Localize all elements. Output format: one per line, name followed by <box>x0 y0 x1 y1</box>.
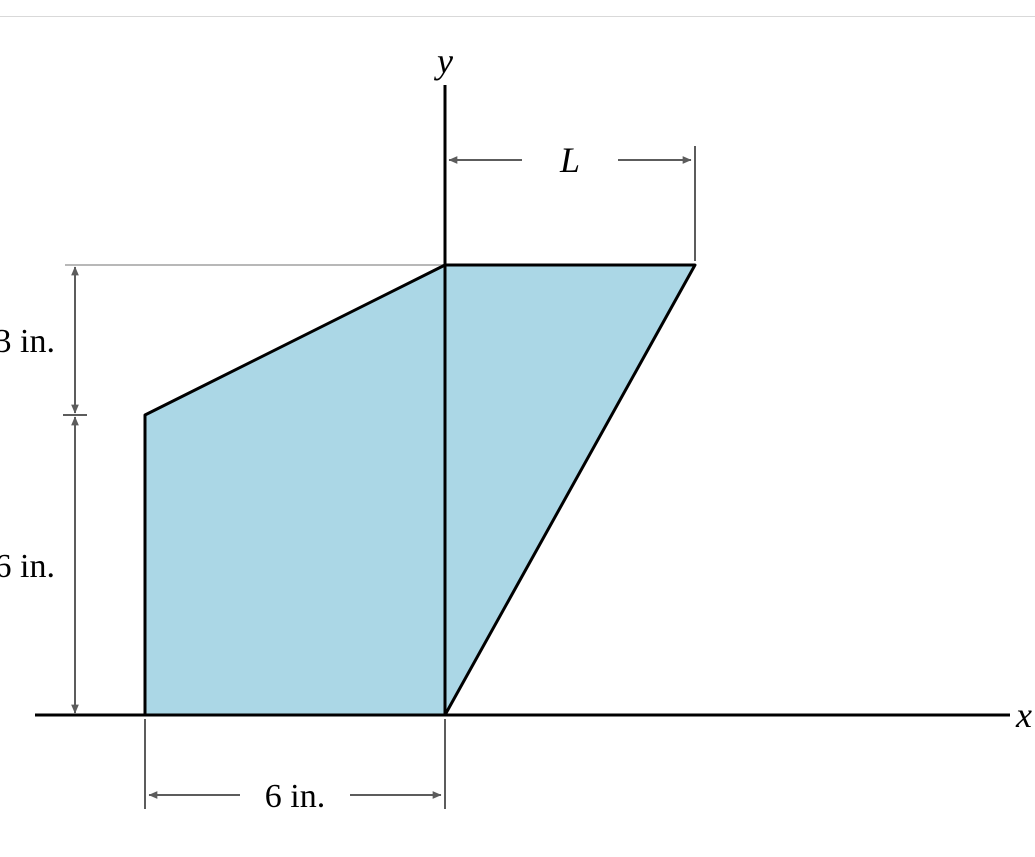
dim-L-label: L <box>559 140 580 180</box>
diagram-svg: y x L 3 in. 6 in. 6 in. <box>0 0 1035 852</box>
dim-3in-label: 3 in. <box>0 323 55 360</box>
dim-6in-vert-label: 6 in. <box>0 548 55 585</box>
dim-6in-horz-label: 6 in. <box>265 778 325 815</box>
y-axis-label: y <box>434 41 453 81</box>
diagram-page: y x L 3 in. 6 in. 6 in. <box>0 0 1035 852</box>
top-divider <box>0 16 1035 17</box>
x-axis-label: x <box>1015 695 1032 735</box>
cross-section-shape <box>145 265 695 715</box>
